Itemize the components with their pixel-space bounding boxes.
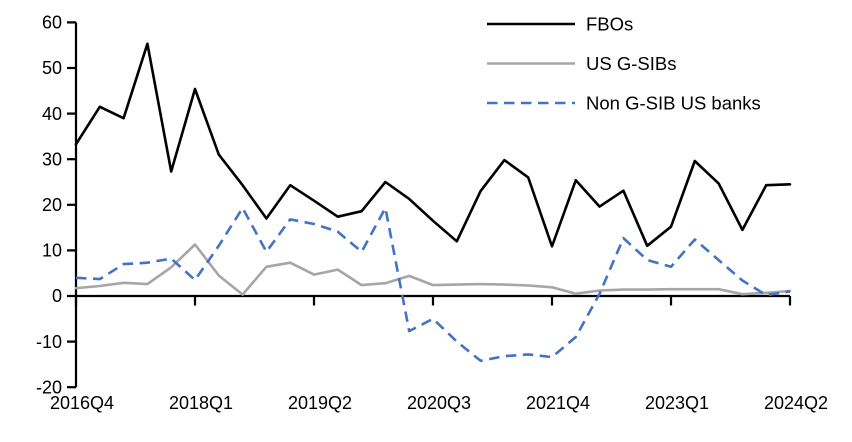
legend-item-non-g-sib-us-banks: Non G-SIB US banks <box>487 93 761 114</box>
y-tick-label: 40 <box>42 104 62 124</box>
legend-label: Non G-SIB US banks <box>586 93 761 114</box>
x-tick-label: 2020Q3 <box>407 393 471 413</box>
x-tick-label: 2018Q1 <box>169 393 233 413</box>
legend: FBOs US G-SIBs Non G-SIB US banks <box>487 14 761 114</box>
y-axis: 60 50 40 30 20 10 0 -10 -20 <box>36 13 76 397</box>
y-tick-label: 0 <box>52 286 62 306</box>
series-line-fbos <box>74 42 792 248</box>
x-tick-label: 2016Q4 <box>50 393 114 413</box>
x-tick-label: 2019Q2 <box>288 393 352 413</box>
y-tick-label: 60 <box>42 13 62 33</box>
y-tick-label: 20 <box>42 195 62 215</box>
y-tick-label: -10 <box>36 332 62 352</box>
y-tick-label: 50 <box>42 58 62 78</box>
legend-label: US G-SIBs <box>586 53 676 74</box>
legend-item-fbos: FBOs <box>487 14 633 35</box>
x-axis: 2016Q4 2018Q1 2019Q2 2020Q3 2021Q4 2023Q1 2024… <box>50 296 828 413</box>
x-tick-label: 2023Q1 <box>645 393 709 413</box>
y-tick-label: 30 <box>42 149 62 169</box>
series-line-us-g-sibs <box>74 243 792 296</box>
series-line-non-g-sib-us-banks <box>75 206 791 363</box>
x-tick-label: 2021Q4 <box>526 393 590 413</box>
x-tick-label: 2024Q2 <box>764 393 828 413</box>
y-tick-label: -20 <box>36 377 62 397</box>
legend-label: FBOs <box>586 14 633 35</box>
legend-item-us-g-sibs: US G-SIBs <box>487 53 676 74</box>
y-tick-label: 10 <box>42 241 62 261</box>
